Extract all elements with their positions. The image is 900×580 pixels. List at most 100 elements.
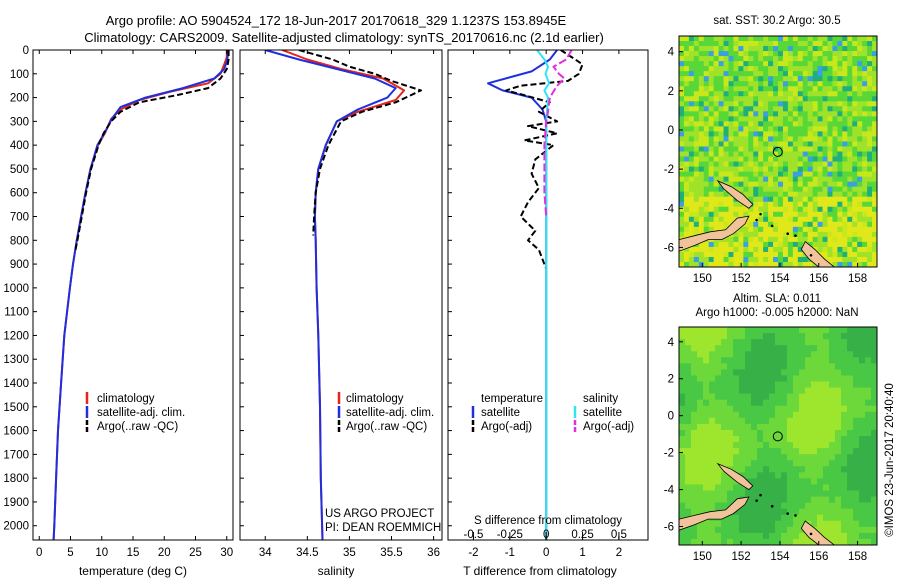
map-cell bbox=[782, 236, 789, 243]
map-cell bbox=[739, 417, 746, 425]
map-cell bbox=[832, 81, 838, 87]
map-cell bbox=[709, 405, 716, 413]
map-cell bbox=[797, 166, 804, 172]
map-cell bbox=[805, 448, 812, 455]
map-cell bbox=[867, 251, 873, 258]
map-cell bbox=[832, 96, 838, 102]
map-cell bbox=[823, 369, 830, 376]
map-cell bbox=[679, 429, 686, 437]
map-cell bbox=[823, 442, 830, 449]
map-cell bbox=[721, 502, 728, 510]
map-cell bbox=[812, 156, 818, 162]
map-cell bbox=[807, 191, 814, 198]
map-cell bbox=[832, 86, 838, 92]
map-cell bbox=[709, 417, 716, 425]
map-cell bbox=[793, 351, 800, 358]
map-cell bbox=[835, 429, 842, 437]
map-cell bbox=[853, 502, 860, 510]
map-cell bbox=[728, 161, 734, 167]
map-cell bbox=[721, 490, 728, 497]
map-cell bbox=[743, 251, 749, 258]
map-cell bbox=[713, 66, 719, 72]
map-cell bbox=[847, 496, 854, 504]
map-cell bbox=[793, 496, 800, 504]
map-cell bbox=[793, 490, 800, 497]
map-cell bbox=[738, 171, 744, 178]
map-cell bbox=[812, 201, 818, 208]
map-cell bbox=[775, 472, 782, 479]
map-cell bbox=[799, 448, 806, 455]
map-cell bbox=[723, 211, 729, 218]
x-tick-label: 34.5 bbox=[296, 547, 318, 559]
map-cell bbox=[715, 327, 722, 334]
map-cell bbox=[751, 387, 758, 395]
map-cell bbox=[847, 327, 854, 334]
map-cell bbox=[835, 532, 842, 540]
map-cell bbox=[862, 116, 868, 122]
map-cell bbox=[857, 161, 863, 167]
map-cell bbox=[793, 357, 800, 364]
map-cell bbox=[727, 339, 734, 346]
map-cell bbox=[787, 106, 794, 112]
map-cell bbox=[679, 502, 686, 510]
map-cell bbox=[822, 211, 828, 218]
map-cell bbox=[769, 411, 776, 419]
map-cell bbox=[812, 231, 818, 238]
map-cell bbox=[817, 387, 824, 395]
map-cell bbox=[748, 206, 754, 213]
map-cell bbox=[703, 472, 710, 479]
temperature-legend: climatology satellite-adj. clim. Argo(..… bbox=[85, 392, 185, 433]
map-cell bbox=[685, 454, 692, 461]
map-cell bbox=[787, 191, 794, 198]
map-cell bbox=[679, 196, 685, 203]
map-cell bbox=[817, 393, 824, 401]
map-cell bbox=[817, 161, 823, 167]
map-cell bbox=[812, 91, 818, 97]
map-cell bbox=[817, 454, 824, 461]
map-cell bbox=[721, 357, 728, 364]
map-cell bbox=[862, 216, 868, 223]
map-cell bbox=[805, 399, 812, 407]
map-cell bbox=[773, 231, 779, 238]
map-cell bbox=[727, 490, 734, 497]
map-cell bbox=[763, 221, 769, 228]
map-cell bbox=[738, 71, 744, 77]
map-cell bbox=[807, 206, 814, 213]
map-cell bbox=[751, 454, 758, 461]
map-cell bbox=[713, 131, 719, 137]
map-cell bbox=[862, 166, 868, 172]
map-cell bbox=[778, 251, 784, 258]
map-cell bbox=[703, 246, 710, 253]
map-cell bbox=[763, 466, 770, 473]
map-cell bbox=[773, 46, 779, 52]
map-cell bbox=[792, 191, 799, 198]
map-cell bbox=[817, 246, 823, 253]
map-cell bbox=[807, 156, 814, 162]
map-cell bbox=[757, 369, 764, 376]
map-cell bbox=[697, 508, 704, 516]
map-cell bbox=[862, 76, 868, 82]
map-cell bbox=[817, 216, 823, 223]
map-cell bbox=[778, 121, 784, 127]
map-cell bbox=[857, 231, 863, 238]
map-cell bbox=[817, 96, 823, 102]
map-cell bbox=[847, 101, 853, 107]
x-tick-label: 35 bbox=[343, 547, 356, 559]
map-cell bbox=[713, 226, 719, 233]
map-cell bbox=[743, 61, 749, 67]
map-cell bbox=[787, 166, 794, 172]
map-cell bbox=[867, 46, 873, 52]
map-cell bbox=[859, 526, 866, 534]
legend-argo-label: Argo(..raw -QC) bbox=[97, 421, 178, 433]
map-cell bbox=[778, 256, 784, 263]
map-cell bbox=[805, 411, 812, 419]
map-cell bbox=[763, 411, 770, 419]
map-cell bbox=[807, 86, 814, 92]
y-tick-label: 1200 bbox=[3, 330, 29, 342]
map-cell bbox=[688, 181, 695, 188]
map-cell bbox=[723, 71, 729, 77]
map-cell bbox=[685, 448, 692, 455]
map-cell bbox=[799, 411, 806, 419]
map-cell bbox=[721, 339, 728, 346]
